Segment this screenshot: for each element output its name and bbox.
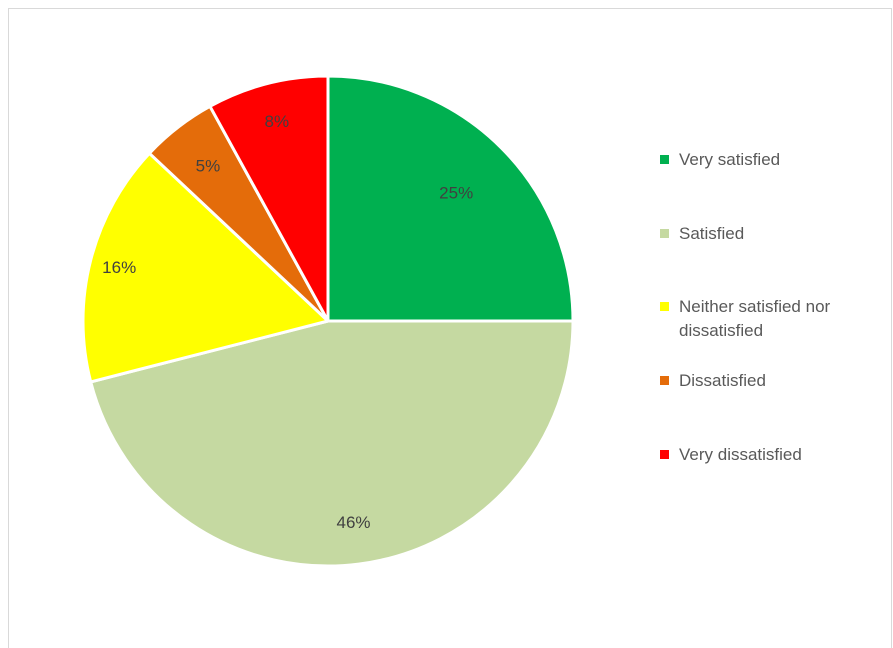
legend-item-neither-satisfied-nor-dissatisfied: Neither satisfied nor dissatisfied: [660, 295, 890, 343]
pie-data-labels: 25% 46% 16% 5% 8%: [102, 112, 473, 532]
legend-label: Satisfied: [679, 224, 745, 243]
legend-swatch: [660, 376, 669, 385]
chart-frame: [8, 8, 892, 648]
data-label-neither-satisfied-nor-dissatisfied: 16%: [102, 258, 136, 277]
pie-chart: 25% 46% 16% 5% 8%: [81, 74, 575, 568]
legend-item-very-dissatisfied: Very dissatisfied: [660, 443, 890, 467]
legend-swatch: [660, 229, 669, 238]
data-label-dissatisfied: 5%: [196, 157, 221, 176]
legend-item-satisfied: Satisfied: [660, 222, 890, 246]
chart-legend: Very satisfied Satisfied Neither satisfied…: [660, 0, 890, 629]
pie-slice-very-dissatisfied: [208, 74, 330, 323]
pie-slices: [81, 74, 575, 568]
legend-label: Dissatisfied: [679, 371, 766, 390]
legend-item-very-satisfied: Very satisfied: [660, 148, 890, 172]
legend-label: Very dissatisfied: [679, 445, 802, 464]
pie-slice-satisfied: [89, 319, 575, 568]
pie-slice-very-satisfied: [326, 74, 575, 323]
legend-swatch: [660, 302, 669, 311]
legend-label: Neither satisfied nor dissatisfied: [679, 297, 831, 340]
data-label-very-dissatisfied: 8%: [265, 112, 290, 131]
pie-slice-neither-satisfied-nor-dissatisfied: [81, 151, 330, 384]
data-label-very-satisfied: 25%: [439, 183, 473, 202]
legend-swatch: [660, 450, 669, 459]
legend-label: Very satisfied: [679, 150, 781, 169]
legend-swatch: [660, 155, 669, 164]
legend-item-dissatisfied: Dissatisfied: [660, 369, 890, 393]
data-label-satisfied: 46%: [336, 513, 370, 532]
